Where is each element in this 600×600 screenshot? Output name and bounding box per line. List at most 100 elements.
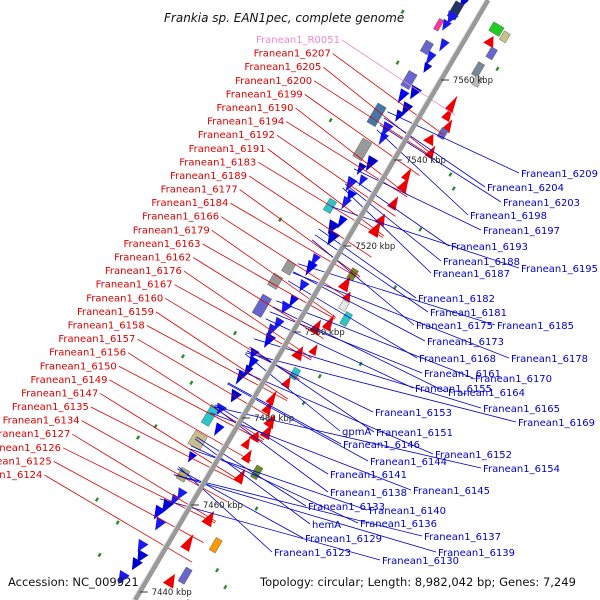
- reverse-gene-arrow: [439, 38, 450, 52]
- gene-label-forward: Franean1_6163: [123, 239, 200, 250]
- forward-gene-box: [485, 46, 498, 61]
- reverse-gene-arrow: [137, 549, 149, 563]
- reverse-gene-arrow: [358, 174, 369, 187]
- leader-line-forward: [202, 243, 336, 320]
- leader-line-reverse: [246, 350, 374, 413]
- gene-label-forward: Franean1_6192: [198, 130, 275, 141]
- forward-gene-arrow: [240, 449, 252, 464]
- gene-label-forward: Franean1_6189: [170, 171, 247, 182]
- reverse-gene-arrow: [425, 50, 437, 67]
- gene-label-forward: Franean1_6167: [96, 280, 173, 291]
- reverse-gene-arrow: [327, 229, 341, 246]
- forward-marker: [358, 361, 363, 367]
- leader-line-forward: [81, 420, 228, 503]
- gene-label-reverse: Franean1_6152: [435, 450, 512, 461]
- gene-label-reverse: Franean1_6164: [448, 388, 525, 399]
- leader-line-reverse: [159, 498, 381, 561]
- forward-gene-arrow: [240, 437, 251, 450]
- leader-line-reverse: [376, 129, 469, 216]
- gene-label-reverse: Franean1_6130: [382, 556, 459, 567]
- gene-label-reverse: Franean1_6170: [475, 374, 552, 385]
- leader-line-forward: [192, 257, 324, 340]
- gene-label-reverse: hemA: [312, 520, 341, 531]
- leader-line-reverse: [297, 263, 496, 326]
- gene-label-reverse: Franean1_6165: [483, 404, 560, 415]
- reverse-gene-box: [366, 102, 387, 127]
- leader-line-reverse: [213, 406, 329, 493]
- leader-line-reverse: [194, 438, 311, 525]
- gene-label-forward: Franean1_6194: [207, 117, 284, 128]
- leader-line-forward: [174, 284, 312, 361]
- leader-line-reverse: [213, 406, 482, 469]
- gene-label-reverse: Franean1_6204: [487, 183, 564, 194]
- leader-line-reverse: [214, 404, 329, 475]
- gene-label-reverse: Franean1_6168: [419, 354, 496, 365]
- gene-label-forward: Franean1_6160: [86, 293, 163, 304]
- kbp-tick-label: 7480 kbp: [254, 414, 294, 424]
- gene-label-forward: Franean1_6158: [68, 320, 145, 331]
- kbp-tick-label: 7500 kbp: [305, 328, 345, 338]
- gene-label-forward: Franean1_6157: [58, 334, 135, 345]
- leader-line-forward: [267, 148, 385, 237]
- gene-label-forward: Franean1_6191: [189, 144, 266, 155]
- reverse-gene-arrow: [288, 294, 299, 308]
- leader-line-reverse: [348, 176, 450, 247]
- gene-label-forward: Franean1_6125: [0, 456, 52, 467]
- kbp-tick-layer: 7440 kbp 7460 kbp 7480 kbp 7500 kbp 7520 kbp…: [139, 76, 493, 598]
- forward-marker: [223, 584, 228, 590]
- leader-line-forward: [137, 338, 276, 421]
- reverse-marker: [395, 60, 400, 65]
- forward-marker: [317, 373, 322, 379]
- genome-backbone: [132, 0, 491, 600]
- leader-line-forward: [118, 365, 264, 442]
- reverse-gene-arrow: [235, 370, 247, 385]
- reverse-gene-arrow: [118, 570, 130, 585]
- reverse-marker: [97, 552, 102, 558]
- gene-label-reverse: Franean1_6169: [518, 418, 595, 429]
- reverse-gene-arrow: [410, 84, 423, 100]
- forward-marker: [451, 186, 456, 191]
- leader-line-reverse: [344, 183, 442, 262]
- gene-label-reverse: Franean1_6185: [497, 321, 574, 332]
- forward-marker: [215, 567, 220, 573]
- gene-label-forward: Franean1_6147: [21, 388, 98, 399]
- forward-gene-box: [471, 61, 486, 78]
- kbp-tick-label: 7560 kbp: [453, 76, 493, 86]
- gene-label-reverse: Franean1_6187: [433, 269, 510, 280]
- forward-gene-arrow: [180, 533, 194, 552]
- reverse-gene-box: [419, 39, 434, 56]
- reverse-gene-arrow: [442, 18, 452, 31]
- leader-line-forward: [99, 393, 241, 481]
- leader-line-reverse: [276, 300, 474, 379]
- forward-gene-box: [339, 311, 353, 327]
- gene-label-reverse: Franean1_6209: [521, 169, 598, 180]
- forward-gene-arrow: [337, 276, 351, 293]
- gene-label-reverse: Franean1_6138: [330, 488, 407, 499]
- leader-line-forward: [90, 406, 240, 483]
- forward-gene-arrow: [321, 314, 335, 332]
- gene-label-forward: Franean1_6149: [30, 375, 107, 386]
- gene-label-forward: Franean1_6126: [0, 443, 61, 454]
- forward-marker: [495, 66, 500, 72]
- gene-label-reverse: Franean1_6195: [521, 264, 598, 275]
- forward-gene-arrow: [386, 196, 399, 211]
- gene-label-layer: Franean1_R0051 Franean1_6207 Franean1_6205…: [0, 35, 598, 567]
- forward-gene-box: [499, 30, 511, 44]
- gene-label-reverse: Franean1_6129: [305, 534, 382, 545]
- leader-line-forward: [127, 352, 265, 441]
- reverse-marker: [94, 497, 100, 502]
- forward-gene-arrow: [396, 177, 409, 194]
- gene-label-reverse: Franean1_6173: [427, 337, 504, 348]
- accession-text: Accession: NC_009921: [8, 575, 139, 589]
- rna-block: [488, 21, 505, 37]
- gene-label-forward: Franean1_6127: [0, 429, 70, 440]
- leader-line-reverse: [196, 436, 307, 507]
- reverse-marker: [232, 330, 238, 336]
- forward-gene-arrow: [280, 376, 291, 390]
- reverse-gene-arrow: [137, 538, 149, 552]
- gene-label-forward: Franean1_6199: [226, 89, 303, 100]
- leader-line-reverse: [210, 412, 412, 491]
- leader-line-reverse: [353, 168, 482, 231]
- forward-gene-arrow: [308, 344, 318, 356]
